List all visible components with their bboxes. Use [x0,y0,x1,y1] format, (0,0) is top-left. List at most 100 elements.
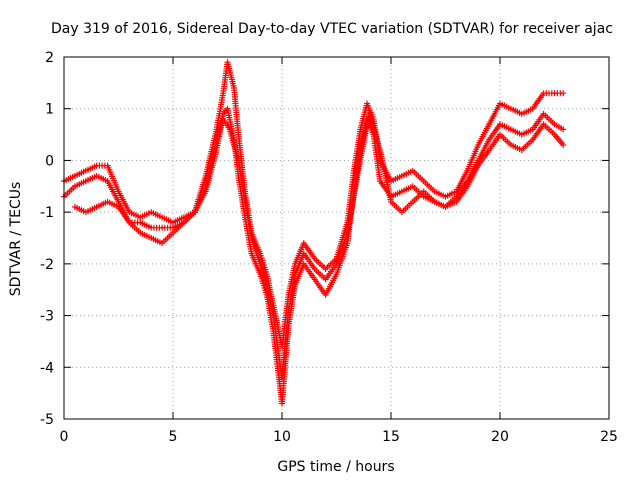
data-point-trail [433,199,447,209]
data-point-trail [553,133,565,147]
data-point-trail [510,142,523,153]
data-point-trail [128,210,142,220]
data-point-trail [150,210,163,220]
data-point-trail [465,144,481,172]
data-point-trail [221,107,229,116]
data-point-trail [433,189,447,199]
data-point-trail [105,180,121,203]
y-tick-labels: -5 -4 -3 -2 -1 0 1 2 [40,50,54,428]
data-point-trail [377,149,394,203]
data-point-trail [116,205,131,224]
data-point [560,90,567,97]
data-point-trail [334,232,350,265]
data-point-trail [401,184,414,194]
data-point-trail [227,128,241,162]
data-point-trail [74,168,87,178]
data-point-trail [257,263,269,286]
data-point-trail [476,123,491,146]
y-axis-label: SDTVAR / TECUs [8,182,24,297]
data-point-trail [203,149,219,193]
data-point-trail [542,123,556,136]
y-tick-label: 0 [45,153,54,169]
data-point-trail [95,174,109,184]
data-point-trail [521,127,534,137]
y-tick-label: -2 [40,257,54,273]
data-point-trail [422,190,436,204]
data-point-trail [344,170,361,234]
data-point-trail [95,199,109,209]
data-point-trail [351,128,364,172]
data-point-trail [203,139,220,188]
data-point-trail [302,242,317,260]
x-tick-labels: 0 5 10 15 20 25 [60,429,618,445]
data-point-trail [139,230,152,240]
data-point-trail [85,205,98,215]
y-tick-label: -4 [40,360,54,376]
chart-title: Day 319 of 2016, Sidereal Day-to-day VTE… [51,21,613,37]
data-point-trail [231,87,242,136]
data-point-trail [105,164,121,193]
y-tick-label: -3 [40,309,54,325]
data-point-trail [313,267,327,281]
x-tick-label: 15 [382,429,400,445]
data-point-trail [422,179,436,193]
data-point-trail [355,113,372,172]
data-point-trail [554,90,564,97]
data-point-trail [531,123,546,141]
data-point-trail [161,215,174,225]
data-point-trail [531,112,546,131]
data-point-trail [161,224,174,231]
data-point-trail [366,113,383,151]
data-point-trail [411,190,425,204]
y-tick-label: -5 [40,412,54,428]
data-point-trail [476,149,491,167]
data-point-trail [116,190,132,214]
data-point-trail [323,273,339,296]
data-point-trail [487,123,502,141]
data-point-trail [150,236,163,246]
data-point-trail [96,162,108,169]
data-point-trail [520,138,534,152]
series-track-c [71,110,567,381]
y-tick-label: -1 [40,205,54,221]
data-point-trail [444,199,458,209]
data-point-trail [214,92,226,131]
ticks [63,56,610,420]
data-point-trail [62,185,77,198]
x-tick-label: 20 [491,429,509,445]
data-point-trail [249,237,263,265]
x-axis-label: GPS time / hours [277,459,394,475]
data-point-trail [454,169,470,193]
data-points [61,59,567,407]
x-tick-label: 5 [169,429,178,445]
y-tick-label: 2 [45,50,54,66]
plot-frame [63,56,610,420]
data-point-trail [302,262,317,281]
data-point-trail [487,133,502,152]
data-point-trail [235,159,248,203]
data-point-trail [139,210,152,220]
data-point-trail [389,200,404,214]
data-point-trail [225,107,237,141]
data-point-trail [264,283,276,317]
data-point-trail [498,133,513,147]
data-point-trail [192,185,208,213]
data-point-trail [182,210,196,224]
data-point-trail [264,273,276,306]
data-point-trail [487,102,502,126]
data-point [560,141,567,148]
data-point-trail [465,164,481,188]
data-point-trail [285,273,298,312]
data-point [560,126,567,133]
data-point-trail [334,242,350,275]
data-point-trail [324,262,339,281]
data-point-trail [510,106,523,116]
data-point-trail [543,90,555,97]
data-point-trail [203,128,220,177]
data-point-trail [400,200,414,214]
data-point-trail [257,273,269,296]
data-point-trail [465,159,481,182]
data-point-trail [365,102,376,120]
x-tick-label: 25 [600,429,618,445]
data-point-trail [74,205,87,215]
